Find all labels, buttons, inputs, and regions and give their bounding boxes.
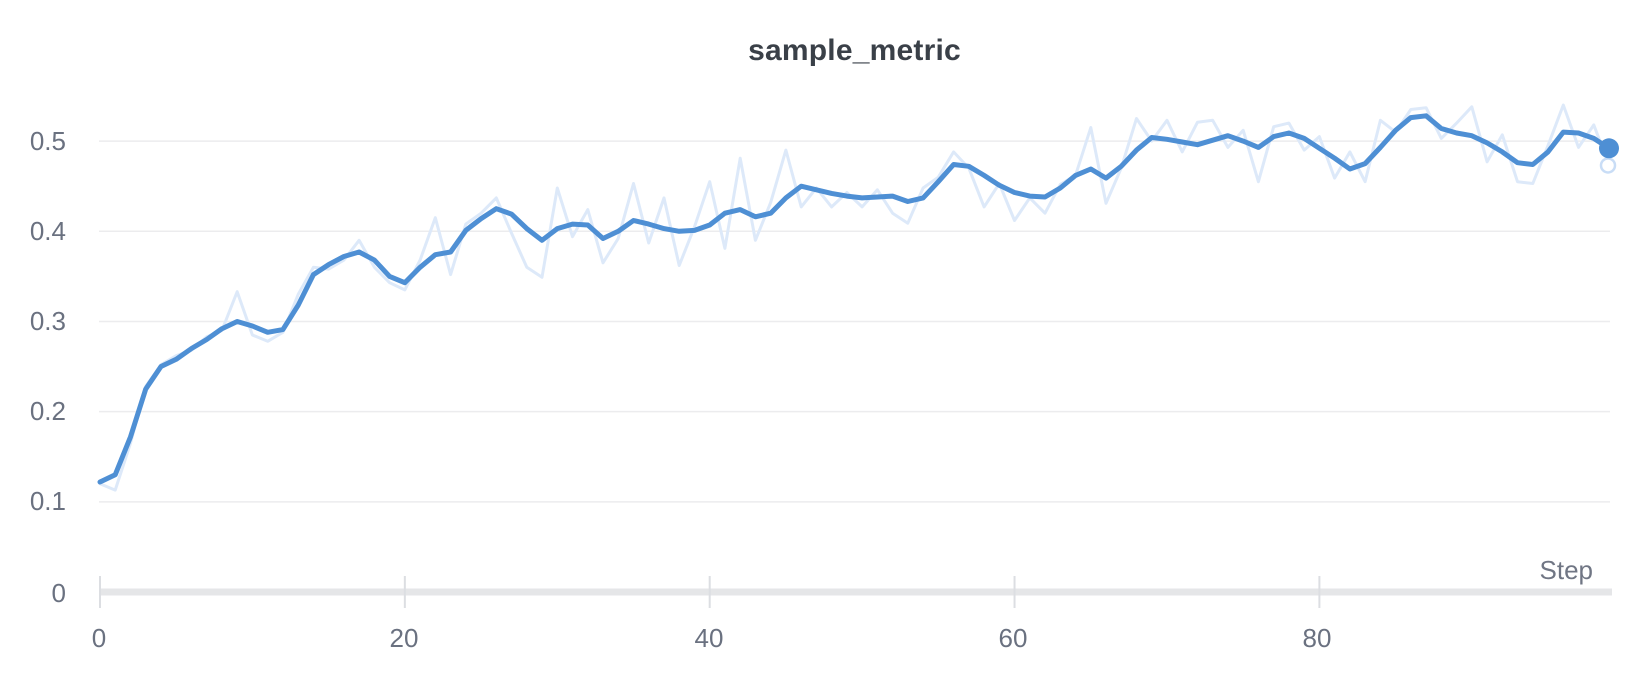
x-axis-tick — [99, 576, 101, 608]
x-axis-baseline — [99, 588, 1612, 596]
y-tick-label-0_3: 0.3 — [29, 306, 66, 336]
raw-series-line — [98, 103, 1611, 492]
x-tick-label-20: 20 — [389, 623, 419, 653]
smoothed-end-point-dot — [1599, 138, 1619, 159]
x-axis-tick — [1013, 576, 1016, 608]
y-tick-label-0: 0 — [51, 578, 66, 608]
y-tick-label-0_2: 0.2 — [29, 396, 66, 426]
y-tick-label-0_1: 0.1 — [29, 486, 66, 516]
x-axis-tick — [403, 576, 406, 608]
x-axis-tick — [1318, 576, 1321, 608]
y-tick-label-0_5: 0.5 — [29, 126, 66, 156]
y-tick-label-0_4: 0.4 — [29, 216, 66, 246]
raw-end-point-ring — [1599, 157, 1617, 174]
smoothed-series-line — [97, 113, 1612, 485]
x-tick-label-0: 0 — [91, 623, 107, 653]
x-tick-label-80: 80 — [1302, 623, 1332, 653]
x-axis-tick — [708, 576, 711, 608]
chart-title: sample_metric — [748, 34, 961, 67]
x-axis-title: Step — [1539, 555, 1594, 585]
x-tick-label-60: 60 — [998, 623, 1028, 653]
x-tick-label-40: 40 — [694, 623, 724, 653]
